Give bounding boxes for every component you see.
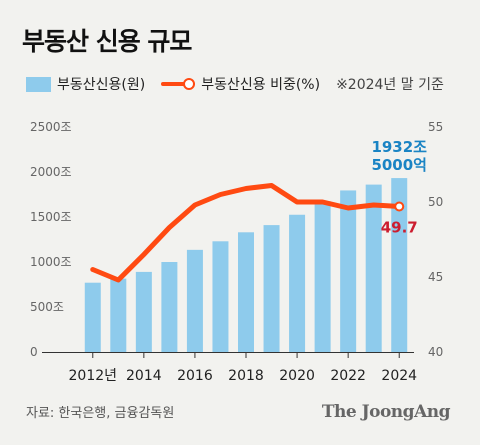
left-axis-tick-label: 1500조 (30, 210, 72, 224)
bar (365, 184, 382, 352)
bar (289, 214, 306, 352)
right-axis-tick-label: 55 (428, 120, 443, 134)
legend-item-line: 부동산신용 비중(%) (161, 74, 320, 94)
left-axis-tick-label: 0 (30, 345, 38, 359)
right-axis-tick-label: 45 (428, 270, 443, 284)
bar (110, 278, 127, 352)
share-line (90, 183, 402, 283)
x-axis-tick-label: 2012년 (69, 368, 118, 384)
right-axis-tick-label: 40 (428, 345, 443, 359)
bar (186, 249, 203, 352)
bar (84, 282, 101, 352)
left-axis-tick-label: 2500조 (30, 120, 72, 134)
x-axis-tick-label: 2020 (279, 368, 315, 384)
bar-last-value-label: 1932조 (371, 138, 427, 156)
x-axis-tick-label: 2018 (228, 368, 264, 384)
right-axis-tick-label: 50 (428, 195, 443, 209)
source-note: 자료: 한국은행, 금융감독원 (26, 406, 175, 421)
legend-note: ※2024년 말 기준 (336, 77, 444, 93)
legend-bar-label: 부동산신용(원) (57, 77, 146, 93)
legend-line-swatch (161, 77, 196, 91)
x-axis-tick-label: 2024 (381, 368, 417, 384)
bar (238, 232, 254, 352)
chart-title: 부동산 신용 규모 (22, 27, 192, 56)
left-axis-tick-label: 1000조 (30, 255, 72, 269)
bar (340, 190, 357, 352)
legend-bar-swatch (26, 76, 51, 92)
bar (135, 271, 152, 352)
x-axis-tick-label: 2016 (177, 368, 213, 384)
bar (391, 178, 408, 352)
legend: 부동산신용(원) 부동산신용 비중(%) ※2024년 말 기준 (26, 74, 444, 94)
bar (263, 225, 280, 352)
share-line-end-marker (394, 201, 405, 212)
bar (314, 201, 331, 352)
left-axis-tick-label: 2000조 (30, 165, 72, 179)
legend-line-label: 부동산신용 비중(%) (201, 77, 321, 93)
left-axis-tick-label: 500조 (30, 300, 64, 314)
x-axis-tick-label: 2022 (330, 368, 366, 384)
x-axis-tick-label: 2014 (126, 368, 162, 384)
publisher-logo: The JoongAng (321, 402, 451, 422)
legend-item-bar: 부동산신용(원) (26, 74, 145, 94)
bar (212, 241, 229, 352)
bar-last-value-label: 5000억 (371, 156, 427, 174)
bar (161, 262, 178, 352)
line-last-value-label: 49.7 (381, 219, 418, 237)
